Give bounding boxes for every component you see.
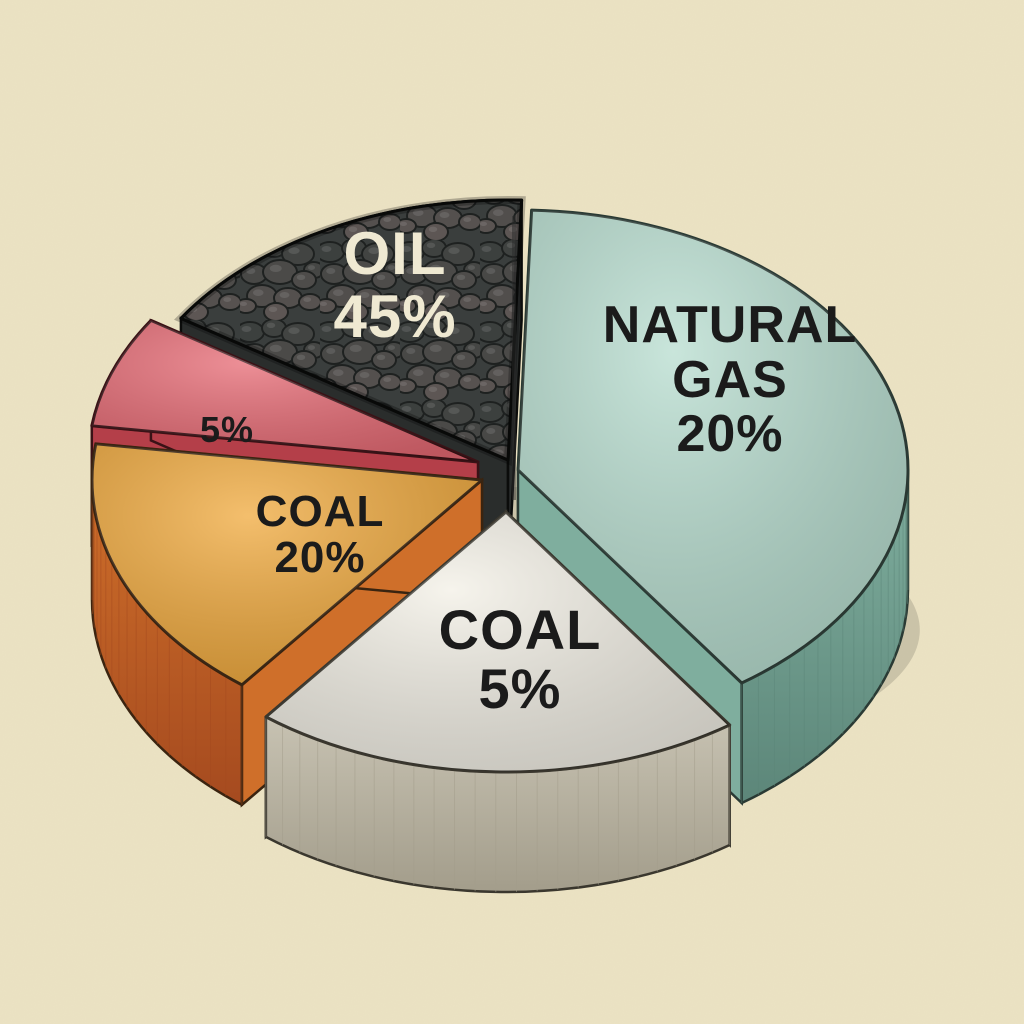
pie-chart-3d: NATURAL GAS 20% COAL 5% COAL 20% 5% OIL 45% bbox=[0, 0, 1024, 1024]
label-pink: 5% bbox=[200, 411, 254, 449]
label-oil: OIL 45% bbox=[333, 222, 456, 348]
label-natural-gas: NATURAL GAS 20% bbox=[603, 298, 857, 462]
label-coal-orange: COAL 20% bbox=[256, 489, 385, 581]
label-coal-white: COAL 5% bbox=[439, 601, 602, 719]
chart-svg bbox=[0, 0, 1024, 1024]
